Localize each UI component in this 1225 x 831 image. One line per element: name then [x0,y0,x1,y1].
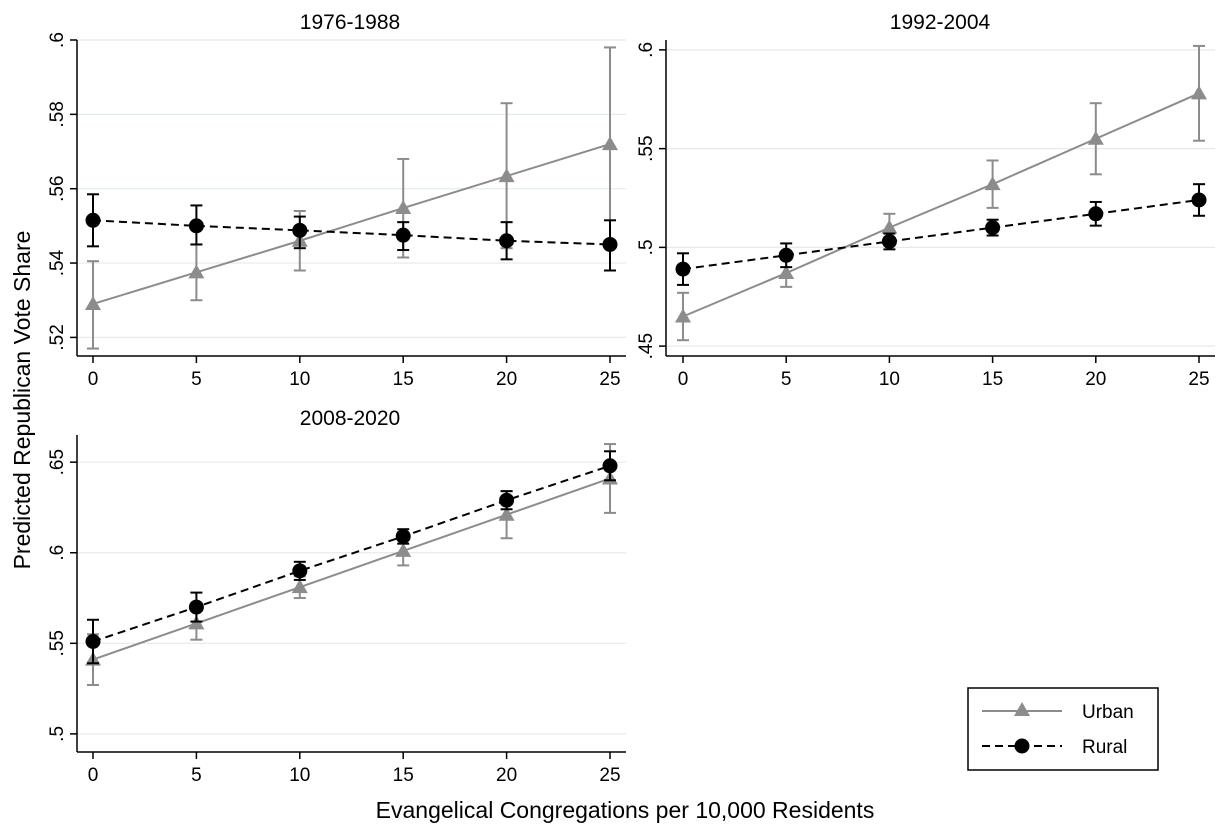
urban-point [498,506,515,521]
rural-point [499,233,515,249]
x-axis-title: Evangelical Congregations per 10,000 Res… [376,797,875,823]
rural-point [188,599,204,615]
x-tick-label: 20 [1085,369,1106,390]
x-tick-label: 20 [496,369,517,390]
urban-point [881,219,898,234]
rural-point [602,236,618,252]
rural-point [292,563,308,579]
urban-series-line [92,143,611,305]
rural-point [85,212,101,228]
urban-point [291,579,308,594]
rural-point [1088,206,1104,222]
legend: Urban Rural [967,687,1159,771]
rural-series-line [92,219,611,246]
x-tick-label: 20 [496,765,517,786]
urban-point [85,295,101,310]
x-tick-label: 5 [781,369,792,390]
y-tick-label: .45 [636,333,657,359]
legend-urban-label: Urban [1082,702,1134,723]
urban-point [1087,130,1104,145]
x-tick-label: 10 [289,369,310,390]
urban-point [498,168,515,183]
legend-rural-label: Rural [1082,737,1127,758]
y-tick-label: .5 [47,726,68,742]
rural-point [499,492,515,508]
urban-point [1191,85,1207,100]
legend-urban-marker [1014,702,1030,716]
y-tick-label: .5 [636,239,657,255]
panel-2: 1992-2004 .45 .5 .55 .6 0 5 10 15 20 25 [636,11,1215,390]
x-tick-label: 10 [879,369,900,390]
legend-rural-marker [1014,738,1030,754]
chart-panels: 1976-1988.52.54.56.58.60 5 10 15 20 251992-20… [47,11,1215,786]
x-tick-label: 25 [1188,369,1209,390]
rural-point [675,261,691,277]
urban-point [602,136,618,151]
x-tick-label: 5 [191,369,202,390]
x-tick-label: 25 [599,369,620,390]
panel-1: 1976-1988 .52 .54 .56 .58 .6 0 5 10 15 20 25 [47,11,626,390]
x-tick-label: 25 [599,765,620,786]
y-tick-label: .6 [47,545,68,561]
y-axis-title: Predicted Republican Vote Share [9,231,35,570]
y-tick-label: .54 [47,249,68,276]
urban-point [675,308,691,323]
rural-point [188,218,204,234]
urban-point [778,265,795,280]
y-tick-label: .6 [636,42,657,58]
legend-box [967,687,1159,771]
rural-series-line [92,464,611,643]
x-tick-label: 15 [393,369,414,390]
panel-title: 1992-2004 [890,11,991,34]
x-tick-label: 10 [289,765,310,786]
rural-point [85,634,101,650]
urban-point [984,176,1001,191]
y-tick-label: .56 [47,175,68,201]
panel-3: 2008-2020 .5 .55 .6 .65 0 5 10 15 20 25 [47,407,626,786]
y-tick-label: .58 [47,101,68,127]
rural-point [395,528,411,544]
x-tick-label: 0 [678,369,689,390]
x-tick-label: 0 [88,765,99,786]
x-tick-label: 15 [393,765,414,786]
rural-point [778,247,794,263]
rural-point [395,227,411,243]
y-tick-label: .55 [636,135,657,161]
rural-point [1191,192,1207,208]
urban-series-line [92,477,611,661]
rural-point [881,233,897,249]
rural-point [602,458,618,474]
urban-point [395,542,412,557]
urban-point [395,200,412,215]
x-tick-label: 0 [88,369,99,390]
panel-title: 2008-2020 [300,407,400,430]
x-tick-label: 5 [191,765,202,786]
rural-point [985,220,1001,236]
urban-series-line [682,92,1200,318]
x-tick-label: 15 [982,369,1003,390]
y-tick-label: .6 [47,32,68,48]
y-tick-label: .65 [47,449,68,475]
panel-title: 1976-1988 [300,11,400,34]
rural-series-line [682,198,1200,271]
rural-point [292,222,308,238]
y-tick-label: .55 [47,630,68,656]
urban-point [188,264,205,279]
y-tick-label: .52 [47,324,68,350]
